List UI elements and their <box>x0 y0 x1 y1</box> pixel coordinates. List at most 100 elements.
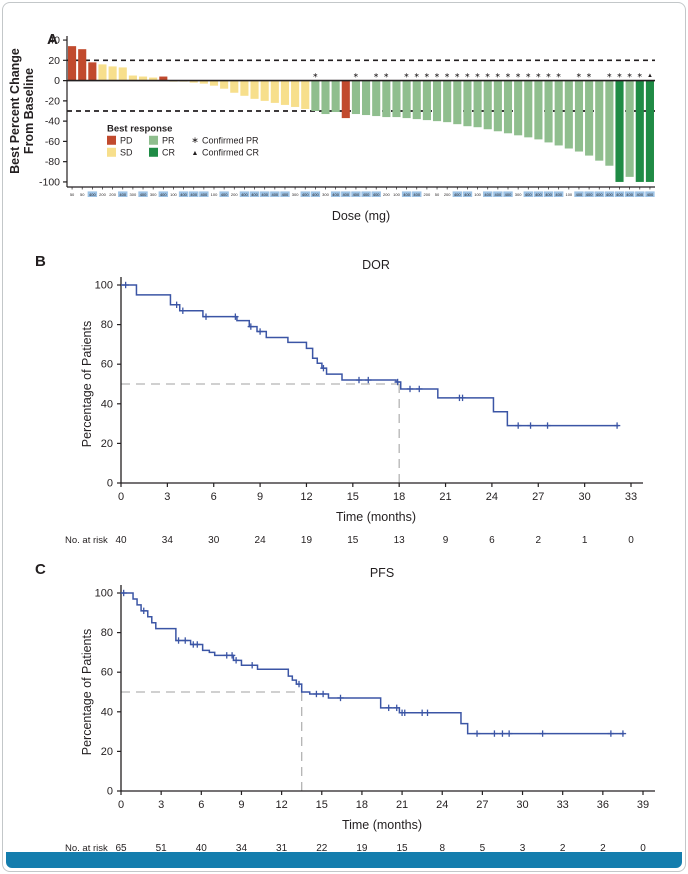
dose-label: 400 <box>342 192 349 197</box>
y-tick-label: 0 <box>107 786 113 798</box>
confirmed-pr-marker: ∗ <box>495 73 501 80</box>
waterfall-bar <box>78 49 87 81</box>
dose-label: 400 <box>626 192 633 197</box>
y-tick-label: -40 <box>45 116 60 128</box>
pfs-km-chart: PFS 0 20 40 60 80 100 0 3 6 9 12 15 18 21 24 27 30 33 36 39 T… <box>3 559 685 861</box>
dose-label: 200 <box>99 192 106 197</box>
at-risk-value: 30 <box>208 535 220 546</box>
legend-title: Best response <box>107 123 172 134</box>
waterfall-bar <box>250 80 259 99</box>
waterfall-bar <box>402 80 411 119</box>
confirmed-pr-marker: ∗ <box>515 73 521 80</box>
waterfall-bar <box>473 80 482 128</box>
dose-label: 400 <box>495 192 502 197</box>
dose-highlight <box>523 191 533 197</box>
waterfall-bar <box>138 76 148 81</box>
x-tick-label: 27 <box>532 491 544 503</box>
waterfall-x-axis-title: Dose (mg) <box>332 209 390 223</box>
at-risk-value: 1 <box>582 535 588 546</box>
waterfall-bar <box>311 80 320 111</box>
km-curve <box>121 592 625 735</box>
dose-label: 200 <box>109 192 116 197</box>
dose-label: 400 <box>647 192 654 197</box>
waterfall-bar <box>605 80 614 166</box>
dose-label: 400 <box>525 192 532 197</box>
y-tick-label: 20 <box>101 438 113 450</box>
dose-label: 100 <box>211 192 218 197</box>
dose-label: 400 <box>616 192 623 197</box>
waterfall-bar <box>88 62 97 81</box>
dose-highlight <box>249 191 260 197</box>
x-tick-label: 39 <box>637 799 649 811</box>
dose-label: 400 <box>119 192 126 197</box>
y-tick-label: -80 <box>45 156 60 168</box>
y-tick-label: 20 <box>101 746 113 758</box>
dose-highlight <box>635 191 645 197</box>
waterfall-bar <box>209 80 219 86</box>
x-tick-label: 30 <box>579 491 591 503</box>
waterfall-bar <box>514 80 523 136</box>
waterfall-bar <box>108 66 117 81</box>
y-tick-label: 80 <box>101 319 113 331</box>
x-tick-label: 12 <box>275 799 287 811</box>
x-axis-title: Time (months) <box>342 818 422 832</box>
dose-highlight <box>351 191 361 197</box>
waterfall-bar <box>443 80 452 123</box>
confirmed-cr-marker: ▲ <box>647 73 653 79</box>
confirmed-pr-marker: ∗ <box>485 73 491 80</box>
dose-highlight <box>87 191 98 197</box>
waterfall-bar <box>149 77 158 81</box>
dose-label: 200 <box>424 192 431 197</box>
at-risk-value: 3 <box>520 843 526 854</box>
dose-label: 300 <box>515 192 522 197</box>
x-tick-label: 27 <box>476 799 488 811</box>
confirmed-pr-marker: ∗ <box>586 73 592 80</box>
dose-highlight <box>594 191 604 197</box>
waterfall-bar <box>615 80 624 182</box>
legend-label: Confirmed CR <box>202 147 260 157</box>
x-axis-title: Time (months) <box>336 510 416 524</box>
y-tick-label: 60 <box>101 359 113 371</box>
y-tick-label: 0 <box>107 478 113 490</box>
waterfall-bar <box>68 46 77 81</box>
x-tick-label: 24 <box>436 799 448 811</box>
waterfall-bar <box>341 80 350 119</box>
waterfall-bar <box>331 80 340 113</box>
at-risk-value: 0 <box>628 535 634 546</box>
waterfall-bar <box>128 75 137 81</box>
at-risk-value: 2 <box>535 535 541 546</box>
dose-highlight <box>584 191 594 197</box>
dose-labels: 50 50 400 200 200 400 300 400 300 400 100 400 400 400… <box>70 187 655 197</box>
chart-title: DOR <box>362 258 390 272</box>
dor-km-chart: DOR 0 20 40 60 80 100 0 3 6 9 12 15 18 21 24 27 30 33 Time … <box>3 251 685 551</box>
dose-highlight <box>310 191 321 197</box>
confirmed-pr-marker: ∗ <box>434 73 440 80</box>
chart-title: PFS <box>370 566 394 580</box>
confirmed-pr-marker: ∗ <box>454 73 460 80</box>
dose-label: 400 <box>221 192 228 197</box>
dose-highlight <box>341 191 351 197</box>
at-risk-value: 34 <box>236 843 248 854</box>
x-tick-label: 9 <box>257 491 263 503</box>
dose-highlight <box>624 191 635 197</box>
dose-highlight <box>270 191 280 197</box>
footer-stripe <box>6 852 682 868</box>
x-tick-label: 18 <box>356 799 368 811</box>
at-risk-label: No. at risk <box>65 535 108 546</box>
confirmed-pr-marker: ∗ <box>414 73 420 80</box>
dose-label: 400 <box>282 192 289 197</box>
dose-label: 400 <box>464 192 471 197</box>
legend-triangle-icon: ▲ <box>192 150 199 157</box>
y-tick-label: 40 <box>101 398 113 410</box>
waterfall-bar <box>503 80 513 134</box>
waterfall-bar <box>574 80 584 152</box>
x-tick-label: 30 <box>516 799 528 811</box>
at-risk-value: 15 <box>397 843 409 854</box>
dose-label: 400 <box>454 192 461 197</box>
waterfall-bar <box>260 80 269 101</box>
confirmed-pr-marker: ∗ <box>505 73 511 80</box>
dose-highlight <box>371 191 381 197</box>
dose-label: 400 <box>413 192 420 197</box>
km-curve <box>121 284 619 427</box>
at-risk-value: 9 <box>443 535 449 546</box>
